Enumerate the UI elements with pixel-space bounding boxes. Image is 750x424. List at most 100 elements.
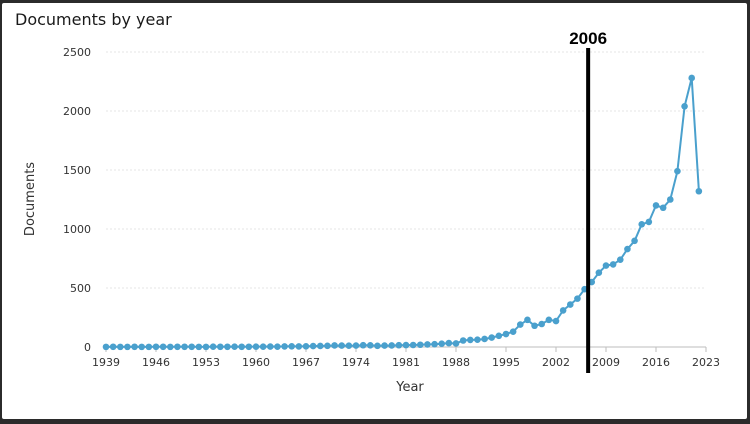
data-point[interactable] <box>402 341 410 349</box>
data-point[interactable] <box>209 343 217 350</box>
data-point[interactable] <box>345 342 353 350</box>
annotation-label: 2006 <box>569 29 607 48</box>
data-point[interactable] <box>452 340 460 347</box>
y-tick-label: 2500 <box>63 46 91 59</box>
data-point[interactable] <box>431 340 438 348</box>
data-point[interactable] <box>695 187 703 195</box>
data-point[interactable] <box>624 245 631 253</box>
data-point[interactable] <box>416 341 424 349</box>
data-point[interactable] <box>438 340 446 347</box>
data-point[interactable] <box>466 336 474 344</box>
data-point[interactable] <box>131 343 138 351</box>
data-point[interactable] <box>309 342 317 350</box>
data-point[interactable] <box>481 335 488 343</box>
data-point[interactable] <box>109 343 117 351</box>
data-point[interactable] <box>288 342 296 350</box>
y-axis-ticks: 0 500 1000 1500 2000 2500 <box>63 46 91 354</box>
data-point[interactable] <box>102 343 110 351</box>
x-axis-ticks: 1939 1946 1953 1960 1967 1974 1981 1988 1995 2002… <box>92 347 720 369</box>
data-point[interactable] <box>174 343 181 351</box>
data-point[interactable] <box>474 336 481 343</box>
data-point[interactable] <box>638 220 646 228</box>
data-point[interactable] <box>252 343 260 350</box>
data-point[interactable] <box>231 343 238 350</box>
x-axis-label: Year <box>395 380 424 395</box>
data-point[interactable] <box>566 301 574 308</box>
data-point[interactable] <box>352 342 360 349</box>
data-point[interactable] <box>659 204 667 212</box>
data-point[interactable] <box>145 343 153 351</box>
data-point[interactable] <box>338 342 346 349</box>
data-point[interactable] <box>238 343 246 351</box>
data-point[interactable] <box>552 317 560 325</box>
data-point[interactable] <box>538 320 546 328</box>
data-point[interactable] <box>202 343 210 351</box>
data-point[interactable] <box>545 316 553 324</box>
gridlines <box>106 51 706 348</box>
chart-title: Documents by year <box>15 10 172 29</box>
data-point[interactable] <box>652 202 660 209</box>
data-point[interactable] <box>395 341 403 349</box>
data-point[interactable] <box>216 343 224 351</box>
data-point[interactable] <box>524 316 531 324</box>
data-point[interactable] <box>674 167 681 175</box>
data-point[interactable] <box>681 102 688 110</box>
data-point[interactable] <box>366 342 374 349</box>
x-tick-label: 1953 <box>192 356 220 369</box>
data-point[interactable] <box>516 321 524 328</box>
data-point[interactable] <box>181 343 188 351</box>
data-point[interactable] <box>388 342 396 349</box>
data-point[interactable] <box>488 334 496 341</box>
data-point[interactable] <box>559 307 567 314</box>
data-point[interactable] <box>224 343 231 351</box>
data-point[interactable] <box>281 343 288 350</box>
y-tick-label: 2000 <box>63 105 91 118</box>
data-point[interactable] <box>331 342 338 349</box>
data-point[interactable] <box>124 343 131 351</box>
data-point[interactable] <box>631 237 638 245</box>
data-point[interactable] <box>445 339 453 347</box>
data-point[interactable] <box>409 341 417 349</box>
data-point[interactable] <box>152 343 160 351</box>
data-point[interactable] <box>159 343 167 351</box>
data-point[interactable] <box>316 342 324 350</box>
data-point[interactable] <box>195 343 203 351</box>
data-point[interactable] <box>531 322 538 330</box>
data-point[interactable] <box>259 343 267 350</box>
data-point[interactable] <box>609 261 617 268</box>
data-point[interactable] <box>166 343 174 351</box>
data-point[interactable] <box>495 332 503 340</box>
data-point[interactable] <box>359 341 367 349</box>
data-point[interactable] <box>502 330 510 338</box>
data-point[interactable] <box>616 256 624 263</box>
data-point[interactable] <box>138 343 146 351</box>
data-point[interactable] <box>374 342 381 350</box>
data-point[interactable] <box>245 343 253 351</box>
data-point[interactable] <box>509 328 517 335</box>
data-point[interactable] <box>324 342 331 350</box>
data-point[interactable] <box>266 343 274 350</box>
data-point[interactable] <box>666 196 674 203</box>
data-point[interactable] <box>424 341 431 348</box>
data-point[interactable] <box>688 74 696 82</box>
data-point[interactable] <box>459 337 467 344</box>
x-tick-label: 2016 <box>642 356 670 369</box>
x-tick-label: 1988 <box>442 356 470 369</box>
data-point[interactable] <box>595 269 603 276</box>
data-point[interactable] <box>274 343 281 350</box>
data-point[interactable] <box>302 342 310 350</box>
data-point[interactable] <box>645 218 653 226</box>
y-tick-label: 1000 <box>63 223 91 236</box>
data-point[interactable] <box>116 343 124 351</box>
y-tick-label: 500 <box>70 282 91 295</box>
x-tick-label: 1960 <box>242 356 270 369</box>
data-point[interactable] <box>602 262 610 269</box>
data-point[interactable] <box>188 343 196 351</box>
x-tick-label: 1967 <box>292 356 320 369</box>
data-point[interactable] <box>381 342 388 349</box>
data-point[interactable] <box>295 343 303 350</box>
data-point[interactable] <box>574 295 581 302</box>
x-tick-label: 1974 <box>342 356 370 369</box>
